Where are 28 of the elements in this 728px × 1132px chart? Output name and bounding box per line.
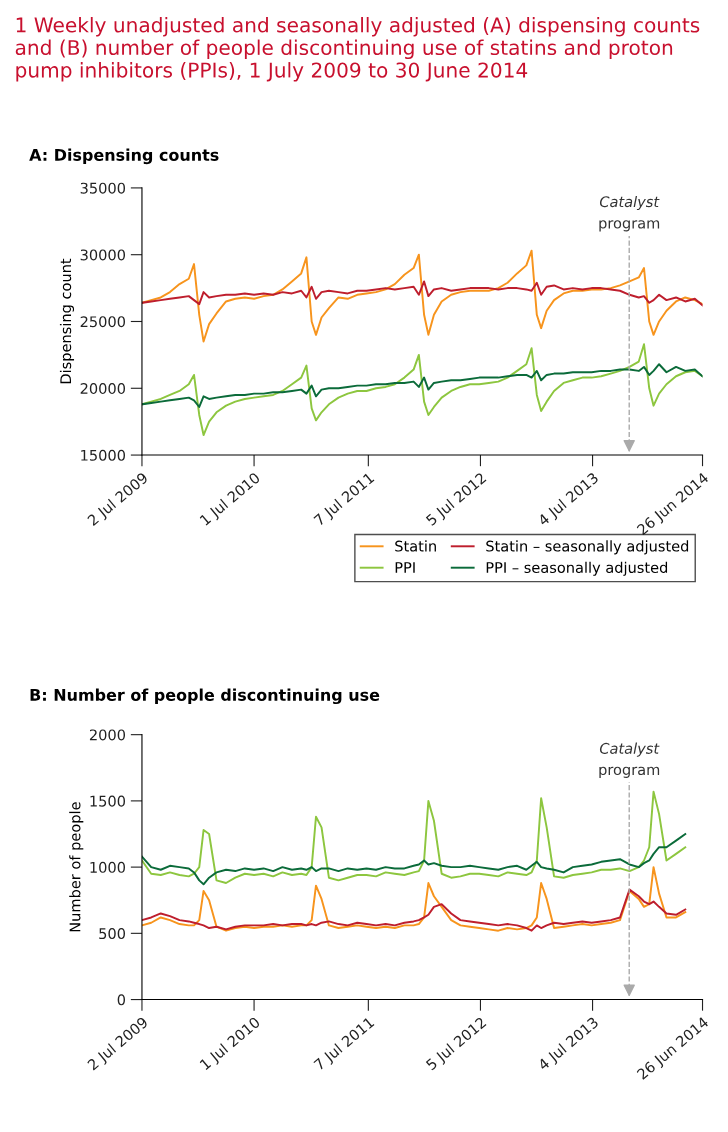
- y-tick-label: 30000: [80, 249, 126, 261]
- y-tick-label: 2000: [89, 729, 126, 741]
- ref-line-label: Catalyst program: [599, 742, 660, 778]
- y-tick-label: 500: [99, 928, 126, 940]
- line-series: [141, 249, 703, 343]
- y-tick-label: 0: [117, 994, 126, 1006]
- line-series: [141, 280, 703, 307]
- y-tick-label: 1000: [90, 861, 126, 873]
- y-tick-label: 25000: [80, 316, 126, 328]
- chart-title: B: Number of people discontinuing use: [30, 688, 380, 705]
- chart-subtitle: A: Dispensing counts: [29, 148, 219, 165]
- chart-title: 1 Weekly unadjusted and seasonally adjusted (A) dispensing counts and (B) number of people discontinuing use of statins and proton pump inhibitors (PPIs), 1 July 2009 to 30 June 2014: [15, 16, 700, 82]
- legend-label: Statin – seasonally adjusted: [486, 540, 689, 555]
- y-tick-label: 1500: [90, 795, 126, 807]
- line-series: [141, 833, 687, 886]
- legend-label: PPI: [395, 562, 415, 573]
- y-axis-title: Number of people: [69, 802, 84, 932]
- legend-label: PPI – seasonally adjusted: [486, 561, 668, 576]
- ref-line-label: Catalyst program: [599, 195, 660, 232]
- y-tick-label: 35000: [80, 182, 126, 194]
- y-axis-title: Dispensing count: [59, 258, 75, 384]
- line-series: [141, 866, 687, 932]
- line-series: [141, 888, 687, 932]
- line-series: [141, 790, 687, 884]
- line-series: [141, 363, 703, 408]
- legend-label: Statin: [395, 540, 436, 552]
- y-tick-label: 15000: [81, 449, 126, 461]
- y-tick-label: 20000: [80, 382, 126, 395]
